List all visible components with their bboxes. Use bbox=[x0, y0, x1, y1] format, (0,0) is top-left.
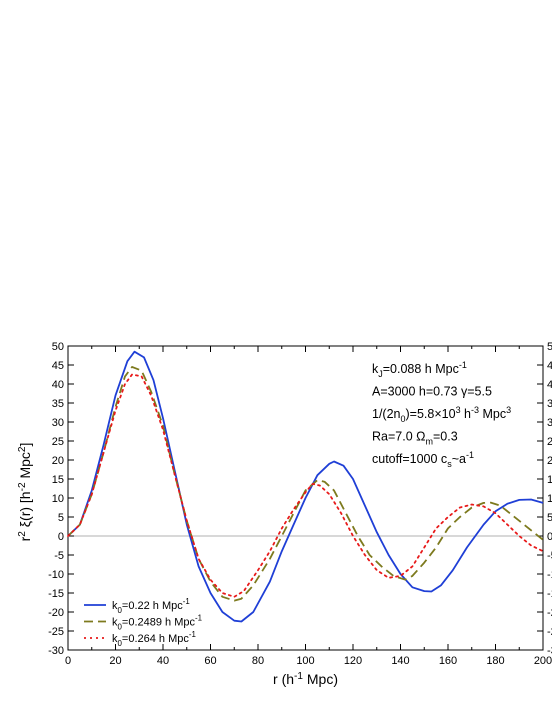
y-tick-label-right: -5 bbox=[547, 550, 552, 562]
y-tick-label-right: 5 bbox=[547, 512, 552, 524]
y-tick-label: 50 bbox=[52, 341, 64, 353]
y-tick-label-right: 0 bbox=[547, 531, 552, 543]
x-tick-label: 80 bbox=[252, 655, 264, 667]
y-axis-label: r2​ ξ(r) [h-2​ Mpc2​] bbox=[17, 443, 33, 542]
x-tick-label: 100 bbox=[296, 655, 314, 667]
y-tick-label: 35 bbox=[52, 398, 64, 410]
series-line-2 bbox=[67, 366, 544, 602]
y-tick-label: -10 bbox=[48, 569, 64, 581]
y-tick-label-right: -30 bbox=[547, 645, 552, 657]
x-tick-label: 180 bbox=[486, 655, 504, 667]
y-tick-label: 25 bbox=[52, 436, 64, 448]
x-tick-label: 60 bbox=[204, 655, 216, 667]
y-tick-label: 45 bbox=[52, 360, 64, 372]
y-tick-label-right: 15 bbox=[547, 474, 552, 486]
y-tick-label-right: 40 bbox=[547, 379, 552, 391]
y-tick-label: -25 bbox=[48, 626, 64, 638]
legend-label-2: k0​=0.2489 h Mpc-1​ bbox=[112, 614, 203, 632]
legend: k0​=0.22 h Mpc-1​k0​=0.2489 h Mpc-1​k0​=… bbox=[84, 597, 203, 648]
x-tick-label: 0 bbox=[65, 655, 71, 667]
y-tick-label: 10 bbox=[52, 493, 64, 505]
y-tick-label: -5 bbox=[54, 550, 64, 562]
y-tick-label: 5 bbox=[58, 512, 64, 524]
y-tick-label-right: 20 bbox=[547, 455, 552, 467]
annotation-line-3: 1/(2n0​)=5.8×103​ h-3​ Mpc3​ bbox=[372, 405, 511, 424]
y-tick-label-right: -10 bbox=[547, 569, 552, 581]
y-tick-label: -15 bbox=[48, 588, 64, 600]
y-tick-label: 30 bbox=[52, 417, 64, 429]
x-tick-label: 40 bbox=[157, 655, 169, 667]
y-tick-label: 0 bbox=[58, 531, 64, 543]
x-tick-label: 20 bbox=[109, 655, 121, 667]
annotations: kJ​=0.088 h Mpc-1​ A=3000 h=0.73 γ=5.5 1/(… bbox=[372, 360, 511, 469]
annotation-line-1: kJ​=0.088 h Mpc-1​ bbox=[372, 360, 467, 379]
series-line-3 bbox=[67, 373, 544, 598]
y-tick-label-right: -15 bbox=[547, 588, 552, 600]
y-tick-label-right: -25 bbox=[547, 626, 552, 638]
legend-label-3: k0​=0.264 h Mpc-1​ bbox=[112, 630, 197, 648]
annotation-line-2: A=3000 h=0.73 γ=5.5 bbox=[372, 385, 492, 399]
y-tick-label: 40 bbox=[52, 379, 64, 391]
y-tick-label: -30 bbox=[48, 645, 64, 657]
y-tick-label-right: 30 bbox=[547, 417, 552, 429]
x-tick-label: 200 bbox=[534, 655, 552, 667]
x-tick-label: 140 bbox=[391, 655, 409, 667]
y-tick-label-right: 25 bbox=[547, 436, 552, 448]
y-tick-label-right: 35 bbox=[547, 398, 552, 410]
y-tick-label-right: 10 bbox=[547, 493, 552, 505]
series-line-1 bbox=[67, 350, 544, 623]
y-tick-label: -20 bbox=[48, 607, 64, 619]
y-tick-label: 20 bbox=[52, 455, 64, 467]
y-tick-label: 15 bbox=[52, 474, 64, 486]
legend-label-1: k0​=0.22 h Mpc-1​ bbox=[112, 597, 190, 615]
y-tick-label-right: 50 bbox=[547, 341, 552, 353]
annotation-line-4: Ra=7.0 Ωm​=0.3 bbox=[372, 430, 458, 447]
x-tick-label: 160 bbox=[439, 655, 457, 667]
x-tick-label: 120 bbox=[344, 655, 362, 667]
series-group bbox=[67, 350, 544, 623]
x-axis-label: r (h-1​ Mpc) bbox=[273, 671, 338, 687]
axes: 0 20 40 60 80 100 120 140 160 180 200-30-25-20-15-… bbox=[17, 341, 552, 687]
y-tick-label-right: -20 bbox=[547, 607, 552, 619]
annotation-line-5: cutoff=1000 cs​~a-1​ bbox=[372, 450, 474, 469]
y-tick-label-right: 45 bbox=[547, 360, 552, 372]
